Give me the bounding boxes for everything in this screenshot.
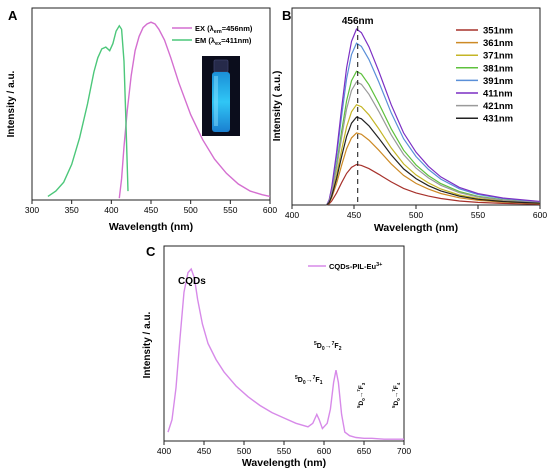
legend-label-em: EM (λex=411nm) — [195, 36, 252, 47]
panel-c-x-tick-label: 600 — [317, 446, 331, 456]
legend-label-371nm: 371nm — [483, 51, 513, 62]
panel-c-x-tick-label: 650 — [357, 446, 371, 456]
panel-a-letter: A — [8, 8, 18, 23]
panel-a-y-label: Intensity / a.u. — [6, 70, 17, 137]
panel-a-x-tick-label: 350 — [65, 205, 79, 215]
annotation-d0-f2: 5D0→7F2 — [314, 341, 342, 352]
panel-b-series-2-line — [326, 103, 541, 206]
panel-a-x-tick-label: 400 — [104, 205, 118, 215]
panel-a-legend: EX (λem=456nm) EM (λex=411nm) — [172, 24, 253, 47]
panel-c-curves — [167, 267, 404, 440]
panel-c-series-0-line — [167, 267, 404, 440]
panel-a-x-tick-label: 550 — [223, 205, 237, 215]
panel-c: C 400 450 500 550 600 650 700 Wavelength (nm) … — [142, 244, 411, 469]
legend-label-431nm: 431nm — [483, 114, 513, 125]
panel-b-series-3-line — [326, 70, 541, 206]
legend-label-ex: EX (λem=456nm) — [195, 24, 253, 35]
panel-a-x-tick-label: 450 — [144, 205, 158, 215]
peak-annotation: 456nm — [342, 16, 374, 27]
panel-a-curves — [47, 21, 271, 199]
panel-a: A 300 350 400 450 500 550 600 Wavelength (nm) … — [6, 7, 277, 233]
annotation-d0-f1: 5D0→7F1 — [295, 375, 323, 386]
panel-c-letter: C — [146, 244, 156, 259]
panel-c-y-label: Intensity / a.u. — [142, 311, 153, 378]
panel-b-x-tick-label: 500 — [409, 210, 423, 220]
legend-label-411nm: 411nm — [483, 89, 513, 100]
panel-c-x-label: Wavelength (nm) — [242, 457, 326, 469]
panel-a-x-label: Wavelength (nm) — [109, 221, 193, 233]
panel-b-letter: B — [282, 8, 291, 23]
panel-b-series-1-line — [326, 132, 541, 206]
legend-label-421nm: 421nm — [483, 101, 513, 112]
panel-b-x-tick-label: 550 — [471, 210, 485, 220]
annotation-cqds: CQDs — [178, 276, 206, 287]
panel-a-x-tick-label: 500 — [184, 205, 198, 215]
panel-c-x-ticks: 400 450 500 550 600 650 700 — [157, 441, 411, 456]
panel-b-x-tick-label: 450 — [347, 210, 361, 220]
legend-label-381nm: 381nm — [483, 63, 513, 74]
panel-b-x-ticks: 400 450 500 550 600 — [285, 205, 547, 220]
panel-c-x-tick-label: 700 — [397, 446, 411, 456]
panel-c-x-tick-label: 500 — [237, 446, 251, 456]
vial-glow — [212, 72, 230, 132]
annotation-d0-f4: 5D0→7F4 — [391, 382, 401, 408]
panel-b-x-tick-label: 600 — [533, 210, 547, 220]
panel-b-series-5-line — [326, 28, 541, 206]
panel-a-x-tick-label: 600 — [263, 205, 277, 215]
panel-c-x-tick-label: 450 — [197, 446, 211, 456]
annotation-d0-f3: 5D0→7F3 — [356, 382, 366, 408]
panel-b-series-4-line — [326, 42, 541, 206]
panel-b-series-6-line — [326, 81, 541, 206]
panel-c-x-tick-label: 550 — [277, 446, 291, 456]
panel-b-series-0-line — [326, 163, 541, 206]
vial-cap — [213, 59, 229, 73]
panel-b-x-label: Wavelength (nm) — [374, 222, 458, 234]
panel-c-x-tick-label: 400 — [157, 446, 171, 456]
panel-a-series-0-line — [118, 21, 271, 199]
legend-label-cqds: CQDs-PIL-Eu3+ — [329, 262, 382, 271]
panel-a-x-tick-label: 300 — [25, 205, 39, 215]
legend-label-361nm: 361nm — [483, 38, 513, 49]
panel-a-series-1-line — [47, 24, 129, 197]
panel-b: B 400 450 500 550 600 Wavelength (nm) Intens… — [272, 7, 547, 234]
panel-a-x-ticks: 300 350 400 450 500 550 600 — [25, 200, 277, 215]
vial-photo-inset — [202, 56, 240, 136]
panel-b-x-tick-label: 400 — [285, 210, 299, 220]
panel-b-curves — [326, 28, 541, 206]
legend-label-351nm: 351nm — [483, 26, 513, 37]
vial-highlight — [214, 76, 218, 126]
panel-b-series-7-line — [326, 116, 541, 206]
legend-label-391nm: 391nm — [483, 76, 513, 87]
panel-c-legend: CQDs-PIL-Eu3+ — [308, 262, 382, 271]
panel-b-y-label: Intensity ( a.u.) — [272, 71, 283, 142]
